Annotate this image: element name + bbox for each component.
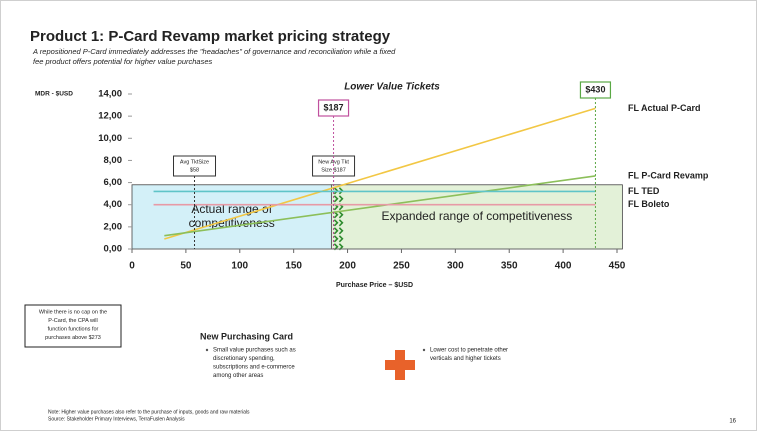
legend-label: FL Boleto xyxy=(628,199,670,209)
chevron xyxy=(333,195,344,203)
bullet-line: Lower cost to penetrate other xyxy=(430,348,508,354)
subtitle-line: fee product offers potential for higher … xyxy=(33,57,213,66)
bullet-line: discretionary spending, xyxy=(213,356,275,362)
legend-label: FL Actual P-Card xyxy=(628,103,701,113)
marker-box xyxy=(173,155,217,177)
y-axis-label: MDR - $USD xyxy=(35,91,73,98)
subtitle: A repositioned P-Card immediately addres… xyxy=(32,47,396,66)
marker-label: Size $187 xyxy=(321,167,345,173)
x-axis-label: Purchase Price – $USD xyxy=(336,282,413,289)
bullet-dot xyxy=(205,348,209,352)
bullet-line: Small value purchases such as xyxy=(213,348,296,354)
note-text: While there is no cap on the P-Card, the … xyxy=(39,309,107,341)
legend-label: FL P-Card Revamp xyxy=(628,170,709,180)
marker-label: $58 xyxy=(190,167,199,173)
y-tick-label: 10,00 xyxy=(98,133,122,144)
legend-label: FL TED xyxy=(628,186,660,196)
x-tick-label: 200 xyxy=(339,261,356,272)
bullet-line: among other areas xyxy=(213,373,263,379)
page-number: 16 xyxy=(729,419,736,425)
marker-label: New Avg Tkt xyxy=(318,159,349,165)
footnote: Note: Higher value purchases also refer … xyxy=(48,409,250,422)
bullet-line: verticals and higher tickets xyxy=(430,356,501,362)
chevron xyxy=(333,235,344,243)
region-label: competitiveness xyxy=(189,216,275,230)
note-line: function functions for xyxy=(48,326,99,332)
series-line xyxy=(164,107,596,240)
bullet-line: subscriptions and e-commerce xyxy=(213,365,295,371)
marker-label: $187 xyxy=(324,102,344,112)
region-label: Expanded range of competitiveness xyxy=(381,209,572,223)
note-line: purchases above $273 xyxy=(45,335,101,341)
y-tick-label: 0,00 xyxy=(104,244,123,255)
bullet-dot xyxy=(422,348,426,352)
x-tick-label: 0 xyxy=(129,261,135,272)
marker-label: $430 xyxy=(585,84,605,94)
note-line: P-Card, the CPA will xyxy=(48,318,97,324)
slide-title: Product 1: P-Card Revamp market pricing … xyxy=(30,28,391,45)
y-tick-label: 14,00 xyxy=(98,89,122,100)
series-line xyxy=(164,175,596,237)
x-tick-label: 300 xyxy=(447,261,464,272)
x-tick-label: 150 xyxy=(285,261,302,272)
y-tick-label: 4,00 xyxy=(104,199,123,210)
y-tick-label: 6,00 xyxy=(104,177,123,188)
plus-icon xyxy=(385,350,415,380)
marker-label: Avg TktSize xyxy=(180,159,209,165)
y-tick-label: 12,00 xyxy=(98,111,122,122)
annotation: Lower Value Tickets xyxy=(344,82,440,93)
x-tick-label: 50 xyxy=(180,261,192,272)
x-tick-label: 350 xyxy=(501,261,518,272)
subtitle-line: A repositioned P-Card immediately addres… xyxy=(32,47,396,56)
chevron xyxy=(333,219,344,227)
chevron xyxy=(333,227,344,235)
y-tick-label: 2,00 xyxy=(104,221,123,232)
card-title: New Purchasing Card xyxy=(200,331,293,341)
y-tick-label: 8,00 xyxy=(104,155,123,166)
marker-box xyxy=(317,99,350,117)
footnote-line: Source: Stakeholder Primary Interviews, … xyxy=(48,416,185,422)
card-bullets: Small value purchases such as discretiona… xyxy=(205,348,508,379)
note-box xyxy=(24,304,122,348)
x-tick-label: 450 xyxy=(609,261,626,272)
marker-box xyxy=(579,81,612,99)
x-tick-label: 100 xyxy=(231,261,248,272)
x-tick-label: 400 xyxy=(555,261,572,272)
x-tick-label: 250 xyxy=(393,261,410,272)
note-line: While there is no cap on the xyxy=(39,309,107,315)
footnote-line: Note: Higher value purchases also refer … xyxy=(48,409,250,415)
